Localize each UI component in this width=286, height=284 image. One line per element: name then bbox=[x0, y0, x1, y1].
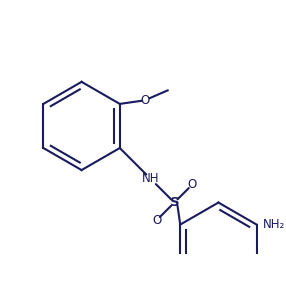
Text: O: O bbox=[152, 214, 161, 227]
Text: S: S bbox=[170, 196, 179, 209]
Text: NH₂: NH₂ bbox=[263, 218, 285, 231]
Text: NH: NH bbox=[142, 172, 159, 185]
Text: O: O bbox=[141, 94, 150, 107]
Text: O: O bbox=[187, 178, 196, 191]
